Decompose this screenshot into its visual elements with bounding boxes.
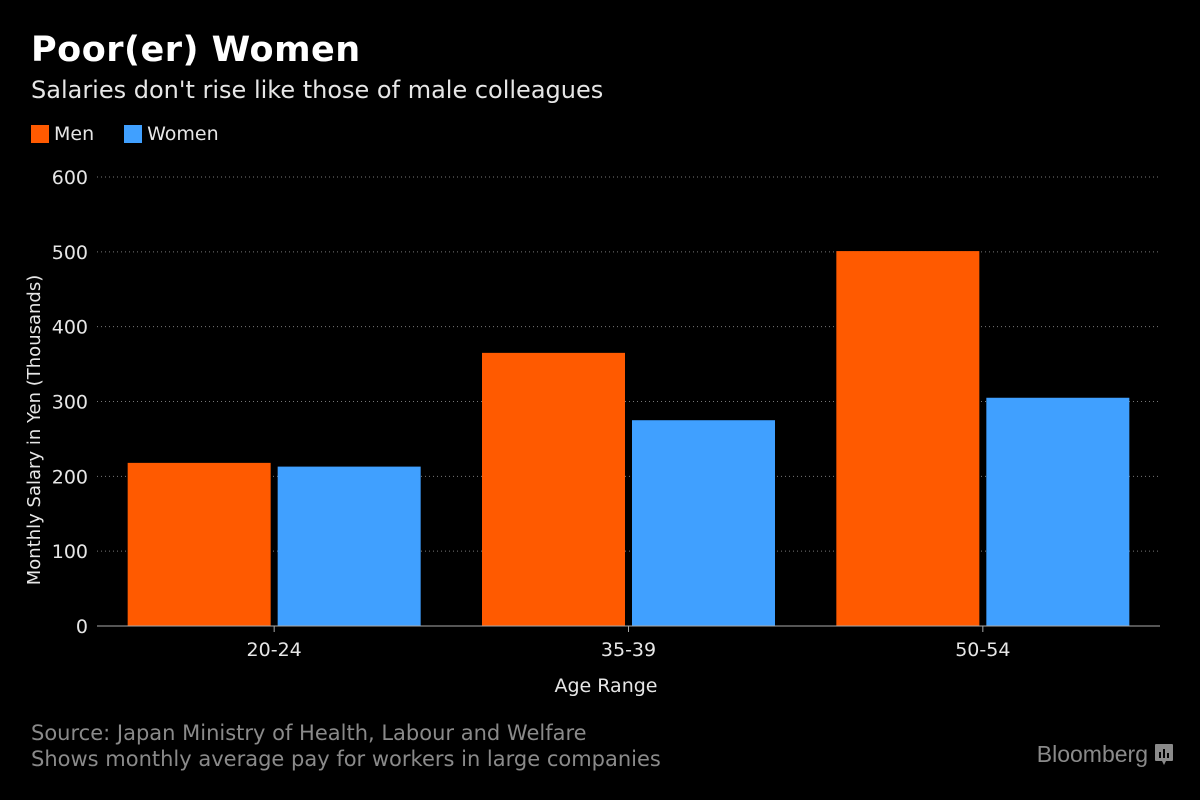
x-tick-label: 50-54 xyxy=(955,639,1010,661)
chart-subtitle: Salaries don't rise like those of male c… xyxy=(31,76,604,104)
x-axis-label: Age Range xyxy=(554,675,657,697)
bar-women-20-24 xyxy=(277,466,421,626)
footer: Source: Japan Ministry of Health, Labour… xyxy=(31,720,661,772)
y-tick-label: 0 xyxy=(76,616,88,638)
legend: Men Women xyxy=(31,123,219,145)
legend-item-men: Men xyxy=(31,123,94,145)
legend-label-men: Men xyxy=(54,123,95,145)
legend-swatch-women xyxy=(124,125,143,143)
y-tick-label: 400 xyxy=(52,317,88,339)
bloomberg-chart-icon xyxy=(1155,743,1173,765)
y-tick-label: 300 xyxy=(52,392,88,414)
bar-women-50-54 xyxy=(986,397,1130,626)
y-tick-label: 600 xyxy=(52,167,88,189)
bar-men-20-24 xyxy=(127,462,271,626)
bar-men-35-39 xyxy=(482,352,625,626)
description-note: Shows monthly average pay for workers in… xyxy=(31,747,661,771)
chart-title: Poor(er) Women xyxy=(31,30,361,70)
x-tick-label: 35-39 xyxy=(601,639,656,661)
y-axis-label: Monthly Salary in Yen (Thousands) xyxy=(24,275,45,585)
y-tick-label: 100 xyxy=(52,541,88,563)
logo-text: Bloomberg xyxy=(1036,741,1148,767)
legend-item-women: Women xyxy=(124,123,219,145)
y-tick-label: 500 xyxy=(52,242,88,264)
source-note: Source: Japan Ministry of Health, Labour… xyxy=(31,721,587,745)
x-tick-label: 20-24 xyxy=(247,639,302,661)
bloomberg-logo: Bloomberg xyxy=(1037,741,1174,768)
bar-men-50-54 xyxy=(836,251,980,626)
legend-label-women: Women xyxy=(147,123,219,145)
y-tick-label: 200 xyxy=(52,466,88,488)
legend-swatch-men xyxy=(31,125,49,143)
bar-women-35-39 xyxy=(632,420,775,626)
